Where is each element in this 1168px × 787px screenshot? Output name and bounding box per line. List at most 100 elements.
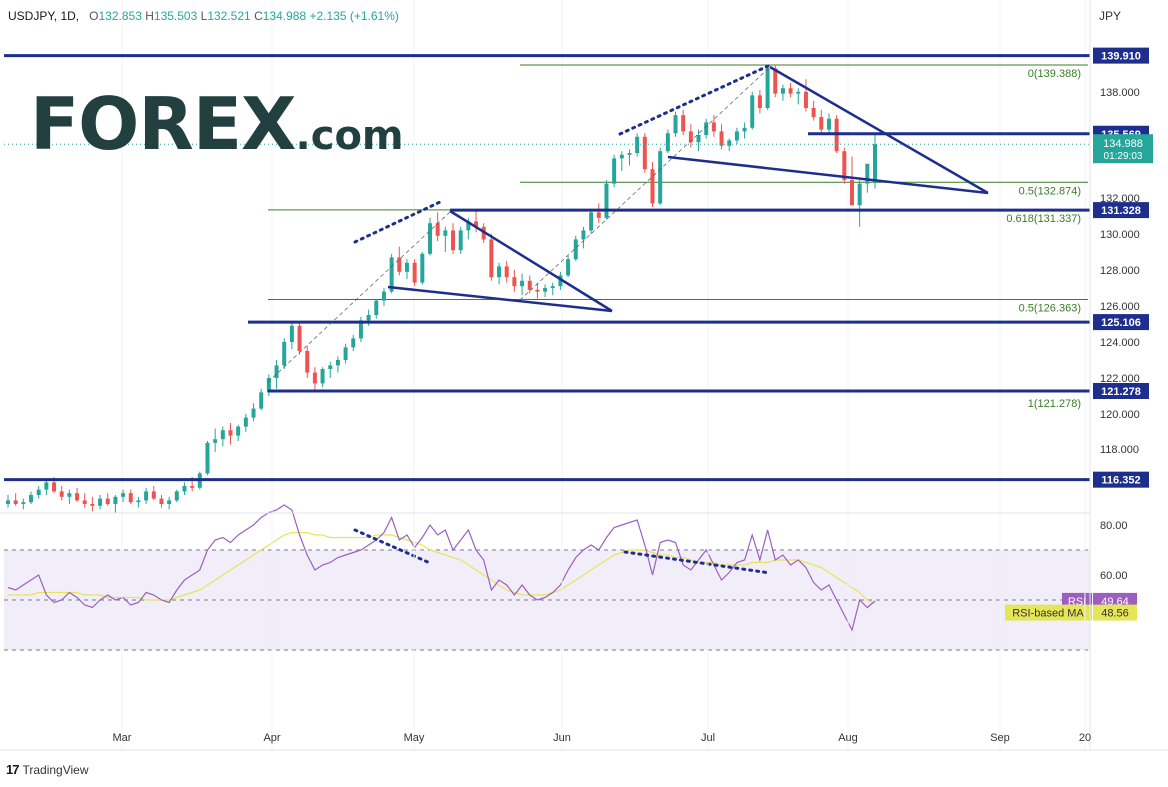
y-tick-label: 120.000 [1100,409,1140,421]
candle-body [52,482,57,492]
candle-body [642,136,647,170]
key-level-tag [1093,382,1149,399]
candle-body [67,493,72,497]
forex-logo: FOREX.com [30,88,404,160]
dotted-trendline [353,200,442,244]
logo-suffix: .com [295,113,404,159]
candle-body [190,486,195,488]
time-axis[interactable]: Mar Apr May Jun Jul Aug Sep 20 [113,732,1092,744]
key-level-tag [1093,202,1149,219]
candle-body [612,158,617,184]
candle-body [6,500,10,504]
candle-body [819,117,824,130]
candle-body [788,88,793,94]
x-tick-Apr: Apr [263,732,280,744]
candle-body [573,239,578,260]
high-value: 135.503 [153,9,198,23]
candle-body [673,115,678,134]
y-tick-label: 118.000 [1100,444,1139,456]
price-axis[interactable]: 118.000 120.000 122.000 124.000 126.000 128.0… [0,0,1168,751]
candle-body [351,338,356,348]
candle-body [82,500,87,504]
candle-body [873,144,877,183]
candle-body [44,482,49,490]
tradingview-attribution[interactable]: 17 TradingView [6,762,89,777]
key-level-tag [1093,471,1149,488]
close-value: 134.988 [262,9,307,23]
candle-body [750,95,755,128]
y-tick-label: 128.000 [1100,265,1140,277]
candle-body [29,495,34,503]
candle-body [21,502,26,504]
key-level-tag-text: 131.328 [1101,205,1141,217]
key-level-tag [1093,314,1149,331]
candle-body [619,154,624,159]
candle-body [366,315,371,321]
candle-body [711,122,716,132]
y-tick-label: 132.000 [1100,193,1140,205]
high-label: H [145,9,154,23]
candle-body [558,275,563,287]
currency-label: JPY [1099,9,1122,23]
candle-body [520,280,525,287]
candle-body [780,88,785,94]
x-tick-20: 20 [1079,732,1091,744]
candle-body [681,115,686,132]
dotted-trendline [618,64,770,136]
candle-body [297,325,302,351]
candle-body [113,496,118,504]
low-value: 132.521 [207,9,251,23]
rsi-ma-value: 48.56 [1101,608,1129,620]
rsi-y-tick: 80.00 [1100,520,1128,532]
candle-body [90,504,95,506]
candle-body [589,212,594,231]
candle-body [412,262,417,283]
candle-body [704,122,709,135]
candle-body [635,136,640,153]
candle-body [420,253,425,283]
candle-body [466,221,471,231]
candle-body [504,266,509,278]
candle-body [335,360,340,366]
candle-body [512,277,517,287]
trendline [449,209,613,313]
open-value: 132.853 [98,9,142,23]
candle-body [604,183,609,218]
candle-body [665,133,670,152]
key-level-tag-text: 125.106 [1101,317,1141,329]
x-tick-Mar: Mar [113,732,132,744]
candle-body [389,257,394,292]
close-label: C [254,9,263,23]
rsi-line [7,504,876,632]
price-panel[interactable]: 0(139.388) 0.5(132.874) 0.618(131.337) 0.5(… [4,0,1090,750]
candle-body [543,288,548,292]
candle-body [857,183,862,206]
candle-body [136,500,141,503]
candle-body [381,291,386,301]
candle-body [842,151,847,180]
candle-body [765,68,770,108]
symbol-label: USDJPY, 1D, [8,9,80,23]
candle-body [251,408,256,418]
candle-body [451,230,456,251]
tradingview-logo-icon: 17 [6,762,20,777]
candle-body [650,169,655,204]
candle-body [658,151,663,204]
candle-body [312,372,317,384]
candle-body [397,257,402,272]
candle-body [404,262,409,272]
candle-body [128,493,133,503]
candle-body [305,351,310,373]
rsi-divergence-line [623,550,772,575]
candle-body [282,342,287,366]
candle-body [289,325,294,342]
low-label: L [200,9,208,23]
candle-body [266,378,271,393]
last-price-tag [1093,134,1153,164]
candle-body [144,491,149,501]
candle-body [796,91,801,94]
candle-body [220,430,225,440]
x-tick-Sep: Sep [990,732,1010,744]
